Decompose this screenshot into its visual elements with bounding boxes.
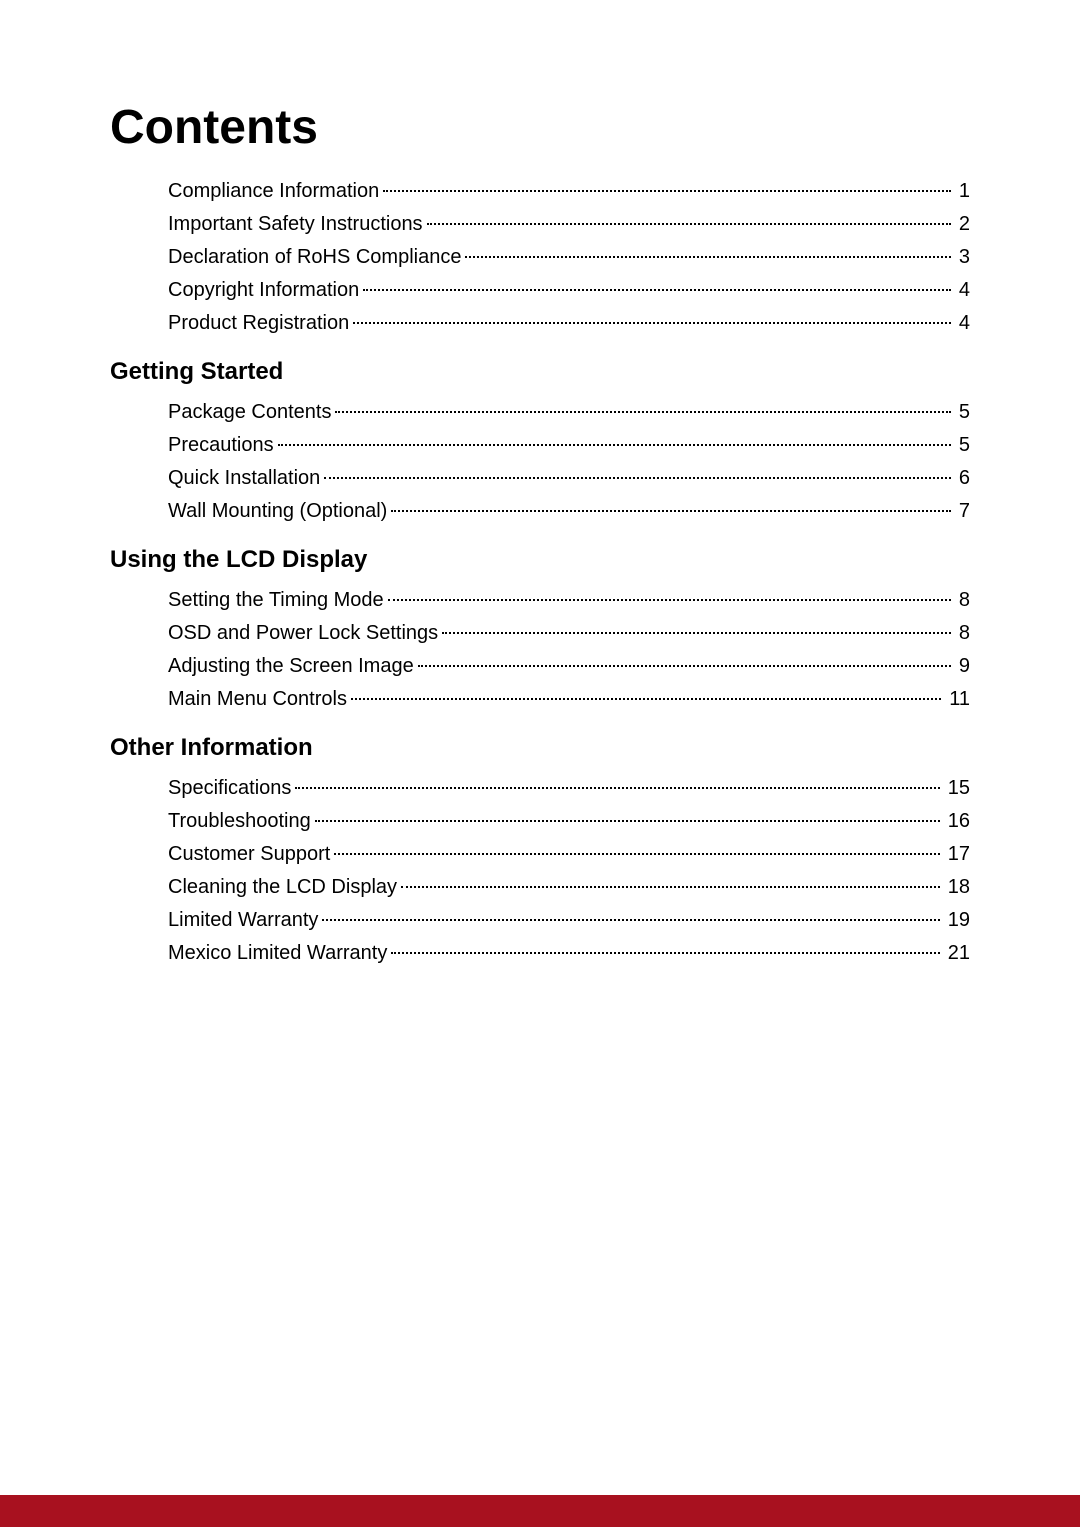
toc-entry[interactable]: Copyright Information 4 bbox=[168, 274, 970, 307]
dot-leader bbox=[401, 886, 940, 888]
toc-entry-label: Limited Warranty bbox=[168, 904, 318, 937]
toc-entry[interactable]: Product Registration 4 bbox=[168, 307, 970, 340]
dot-leader bbox=[351, 698, 941, 700]
toc-entry[interactable]: Important Safety Instructions 2 bbox=[168, 208, 970, 241]
dot-leader bbox=[418, 665, 951, 667]
toc-entry-page: 18 bbox=[944, 871, 970, 904]
dot-leader bbox=[353, 322, 951, 324]
toc-entry-page: 2 bbox=[955, 208, 970, 241]
toc-entry[interactable]: Wall Mounting (Optional) 7 bbox=[168, 495, 970, 528]
toc-entry-page: 4 bbox=[955, 274, 970, 307]
section-heading-getting-started: Getting Started bbox=[110, 358, 970, 386]
toc-entry-page: 8 bbox=[955, 584, 970, 617]
dot-leader bbox=[465, 256, 950, 258]
footer-bar bbox=[0, 1495, 1080, 1527]
toc-entry-label: Main Menu Controls bbox=[168, 683, 347, 716]
toc-entry-label: Wall Mounting (Optional) bbox=[168, 495, 387, 528]
toc-entry-page: 3 bbox=[955, 241, 970, 274]
toc-entry-label: Customer Support bbox=[168, 838, 330, 871]
toc-entry[interactable]: Troubleshooting 16 bbox=[168, 805, 970, 838]
toc-entry[interactable]: Limited Warranty 19 bbox=[168, 904, 970, 937]
toc-entry[interactable]: Package Contents 5 bbox=[168, 396, 970, 429]
toc-entry-page: 6 bbox=[955, 462, 970, 495]
toc-entry[interactable]: Setting the Timing Mode 8 bbox=[168, 584, 970, 617]
toc-entry[interactable]: Declaration of RoHS Compliance 3 bbox=[168, 241, 970, 274]
dot-leader bbox=[388, 599, 951, 601]
toc-entry[interactable]: Compliance Information 1 bbox=[168, 175, 970, 208]
dot-leader bbox=[278, 444, 951, 446]
toc-entry[interactable]: Adjusting the Screen Image 9 bbox=[168, 650, 970, 683]
page-title: Contents bbox=[110, 100, 970, 155]
toc-entry-page: 21 bbox=[944, 937, 970, 970]
dot-leader bbox=[324, 477, 951, 479]
toc-entry-page: 11 bbox=[945, 683, 970, 716]
toc-entry-label: Quick Installation bbox=[168, 462, 320, 495]
toc-entry[interactable]: Main Menu Controls 11 bbox=[168, 683, 970, 716]
toc-entry[interactable]: Cleaning the LCD Display 18 bbox=[168, 871, 970, 904]
dot-leader bbox=[442, 632, 951, 634]
toc-section-1-list: Package Contents 5 Precautions 5 Quick I… bbox=[110, 396, 970, 528]
toc-entry-page: 1 bbox=[955, 175, 970, 208]
dot-leader bbox=[391, 510, 951, 512]
toc-entry-label: Important Safety Instructions bbox=[168, 208, 423, 241]
toc-entry-page: 7 bbox=[955, 495, 970, 528]
toc-entry-page: 8 bbox=[955, 617, 970, 650]
toc-entry-label: Troubleshooting bbox=[168, 805, 311, 838]
toc-entry-label: Cleaning the LCD Display bbox=[168, 871, 397, 904]
toc-entry-label: Adjusting the Screen Image bbox=[168, 650, 414, 683]
toc-entry-label: Compliance Information bbox=[168, 175, 379, 208]
toc-entry-page: 5 bbox=[955, 429, 970, 462]
toc-entry[interactable]: Mexico Limited Warranty 21 bbox=[168, 937, 970, 970]
page-content: Contents Compliance Information 1 Import… bbox=[0, 0, 1080, 970]
section-heading-using-lcd: Using the LCD Display bbox=[110, 546, 970, 574]
dot-leader bbox=[295, 787, 939, 789]
toc-entry-label: Copyright Information bbox=[168, 274, 359, 307]
dot-leader bbox=[334, 853, 939, 855]
toc-entry-page: 4 bbox=[955, 307, 970, 340]
dot-leader bbox=[335, 411, 950, 413]
dot-leader bbox=[315, 820, 940, 822]
toc-entry[interactable]: Quick Installation 6 bbox=[168, 462, 970, 495]
toc-entry-label: Specifications bbox=[168, 772, 291, 805]
dot-leader bbox=[322, 919, 939, 921]
dot-leader bbox=[427, 223, 951, 225]
dot-leader bbox=[363, 289, 951, 291]
toc-entry-label: Product Registration bbox=[168, 307, 349, 340]
toc-entry-label: Setting the Timing Mode bbox=[168, 584, 384, 617]
toc-entry-label: Declaration of RoHS Compliance bbox=[168, 241, 461, 274]
toc-entry[interactable]: Specifications 15 bbox=[168, 772, 970, 805]
toc-entry-page: 19 bbox=[944, 904, 970, 937]
section-heading-other-info: Other Information bbox=[110, 734, 970, 762]
toc-entry-label: OSD and Power Lock Settings bbox=[168, 617, 438, 650]
dot-leader bbox=[383, 190, 951, 192]
toc-entry[interactable]: OSD and Power Lock Settings 8 bbox=[168, 617, 970, 650]
toc-section-3-list: Specifications 15 Troubleshooting 16 Cus… bbox=[110, 772, 970, 970]
toc-entry-page: 9 bbox=[955, 650, 970, 683]
toc-entry-page: 15 bbox=[944, 772, 970, 805]
toc-entry-page: 16 bbox=[944, 805, 970, 838]
toc-entry-label: Precautions bbox=[168, 429, 274, 462]
toc-entry[interactable]: Precautions 5 bbox=[168, 429, 970, 462]
toc-section-2-list: Setting the Timing Mode 8 OSD and Power … bbox=[110, 584, 970, 716]
toc-entry-label: Package Contents bbox=[168, 396, 331, 429]
toc-entry[interactable]: Customer Support 17 bbox=[168, 838, 970, 871]
toc-entry-page: 17 bbox=[944, 838, 970, 871]
toc-entry-label: Mexico Limited Warranty bbox=[168, 937, 387, 970]
toc-section-0-list: Compliance Information 1 Important Safet… bbox=[110, 175, 970, 340]
dot-leader bbox=[391, 952, 939, 954]
toc-entry-page: 5 bbox=[955, 396, 970, 429]
